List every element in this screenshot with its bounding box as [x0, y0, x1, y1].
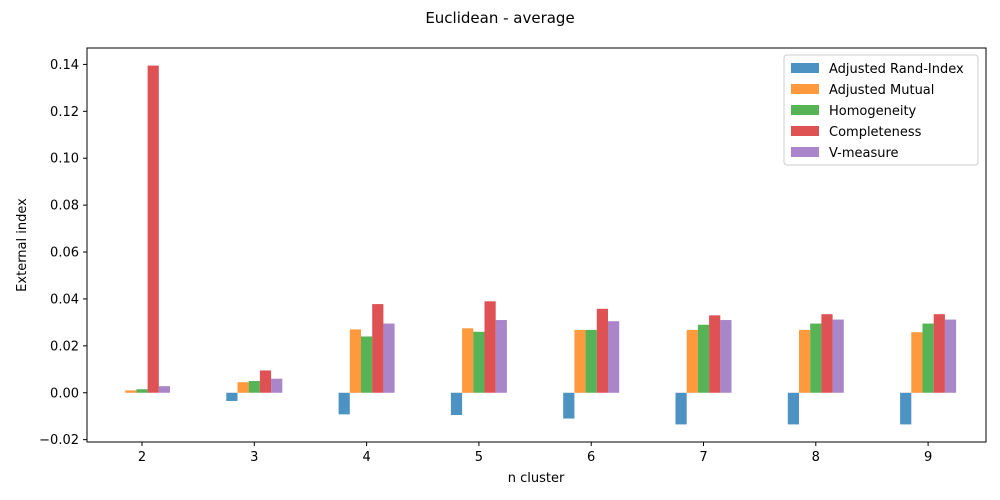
- bar-homogeneity-8: [810, 323, 822, 393]
- bar-homogeneity-9: [922, 323, 934, 393]
- x-tick-label: 5: [475, 450, 483, 465]
- y-tick-label: 0.02: [50, 339, 79, 354]
- legend-box: [783, 54, 979, 166]
- bar-v-measure-4: [383, 323, 395, 393]
- legend-label: Completeness: [829, 125, 922, 140]
- x-tick-label: 6: [587, 450, 595, 465]
- bar-v-measure-3: [271, 378, 283, 393]
- bar-adjusted-mutual-6: [574, 329, 586, 393]
- chart-title: Euclidean - average: [425, 9, 574, 27]
- bar-completeness-9: [933, 314, 945, 393]
- bar-adjusted-mutual-7: [686, 329, 698, 393]
- bar-adjusted-rand-index-5: [450, 392, 463, 416]
- bar-completeness-2: [147, 65, 159, 393]
- bar-completeness-3: [259, 370, 272, 393]
- bar-v-measure-2: [158, 386, 170, 393]
- bar-homogeneity-3: [248, 381, 260, 393]
- bar-adjusted-rand-index-3: [226, 392, 238, 401]
- bar-completeness-8: [821, 314, 833, 393]
- legend-label: Homogeneity: [829, 104, 917, 119]
- bar-adjusted-rand-index-8: [787, 392, 799, 425]
- bar-completeness-6: [596, 308, 608, 393]
- y-axis: −0.02 0.00 0.02 0.04 0.06 0.08 0.10 0.12 0.14: [39, 58, 87, 448]
- legend-swatch: [791, 105, 819, 115]
- y-tick-label: −0.02: [39, 433, 79, 448]
- x-tick-label: 8: [812, 450, 820, 465]
- x-tick-label: 3: [250, 450, 258, 465]
- x-tick-label: 4: [362, 450, 370, 465]
- plot-frame: [86, 47, 987, 443]
- y-tick-label: 0.04: [50, 292, 79, 307]
- legend-swatch: [791, 63, 819, 73]
- bar-adjusted-mutual-3: [237, 382, 249, 393]
- legend-swatch: [791, 126, 819, 136]
- bar-completeness-4: [372, 304, 384, 393]
- bar-adjusted-mutual-2: [125, 390, 137, 393]
- bar-adjusted-mutual-8: [799, 329, 811, 393]
- legend-swatch: [791, 147, 819, 157]
- bar-homogeneity-7: [697, 324, 710, 393]
- x-tick-label: 7: [699, 450, 707, 465]
- x-tick-label: 2: [138, 450, 146, 465]
- bar-v-measure-9: [944, 319, 957, 393]
- bar-v-measure-7: [720, 320, 732, 393]
- bar-v-measure-5: [495, 320, 507, 393]
- bar-homogeneity-6: [585, 329, 597, 393]
- y-axis-label: External index: [15, 198, 30, 292]
- y-tick-label: 0.14: [50, 58, 79, 73]
- y-tick-label: 0.00: [50, 386, 79, 401]
- x-axis: 2 3 4 5 6 7 8 9: [138, 442, 932, 465]
- bar-adjusted-rand-index-9: [900, 392, 912, 425]
- y-tick-label: 0.12: [50, 105, 79, 120]
- bar-adjusted-mutual-5: [462, 328, 474, 393]
- x-axis-label: n cluster: [508, 471, 565, 486]
- x-tick-label: 9: [924, 450, 932, 465]
- bar-adjusted-mutual-4: [349, 329, 361, 393]
- y-tick-label: 0.06: [50, 246, 79, 261]
- bar-adjusted-rand-index-6: [563, 392, 575, 419]
- y-tick-label: 0.10: [50, 152, 79, 167]
- bar-adjusted-rand-index-4: [338, 392, 350, 415]
- bar-v-measure-6: [608, 321, 620, 393]
- bar-completeness-5: [484, 301, 496, 393]
- legend-swatch: [791, 84, 819, 94]
- bar-v-measure-8: [832, 319, 844, 393]
- bar-homogeneity-4: [361, 336, 373, 393]
- bars-layer: [114, 65, 957, 425]
- bar-homogeneity-2: [136, 389, 148, 393]
- bar-adjusted-rand-index-7: [675, 392, 687, 425]
- legend-label: Adjusted Rand-Index: [829, 62, 964, 77]
- y-tick-label: 0.08: [50, 199, 79, 214]
- legend: Adjusted Rand-Index Adjusted Mutual Homoge…: [783, 54, 979, 166]
- legend-label: Adjusted Mutual: [829, 83, 934, 98]
- bar-adjusted-mutual-9: [911, 332, 923, 393]
- legend-label: V-measure: [829, 146, 899, 161]
- bar-homogeneity-5: [473, 331, 485, 393]
- bar-completeness-7: [709, 315, 721, 393]
